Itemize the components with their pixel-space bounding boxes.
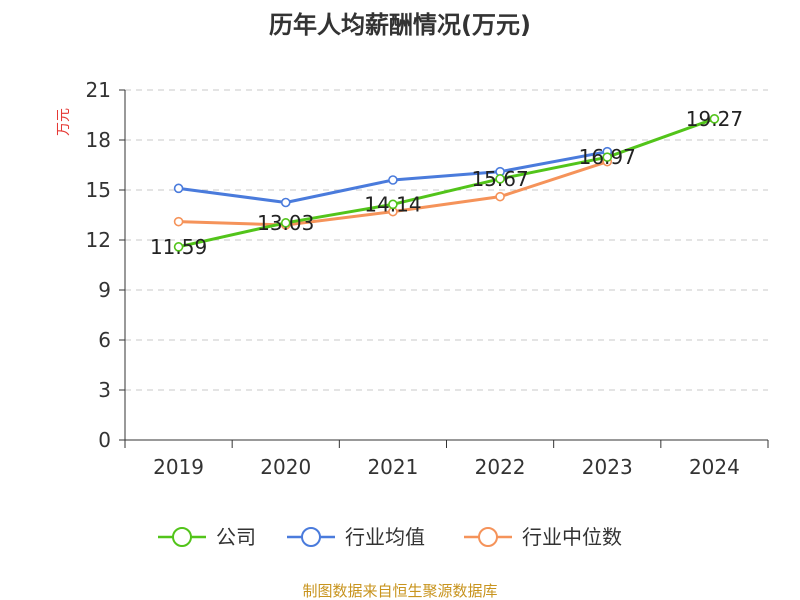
data-point[interactable] bbox=[388, 199, 398, 210]
data-point[interactable] bbox=[173, 242, 184, 252]
chart-title: 历年人均薪酬情况(万元) bbox=[269, 11, 531, 39]
legend-marker-icon bbox=[301, 527, 321, 547]
legend-item[interactable]: 行业中位数 bbox=[464, 525, 622, 549]
y-tick-label: 18 bbox=[86, 128, 111, 152]
x-tick-label: 2021 bbox=[367, 455, 418, 479]
data-label: 13.03 bbox=[257, 211, 314, 235]
y-tick-label: 9 bbox=[98, 278, 111, 302]
legend-label: 公司 bbox=[216, 525, 256, 549]
x-tick-label: 2022 bbox=[475, 455, 526, 479]
data-point[interactable] bbox=[495, 191, 505, 202]
data-point[interactable] bbox=[709, 114, 720, 124]
x-tick-label: 2023 bbox=[582, 455, 633, 479]
x-tick-label: 2020 bbox=[260, 455, 311, 479]
data-point[interactable] bbox=[173, 216, 184, 227]
y-tick-label: 12 bbox=[86, 228, 111, 252]
y-tick-label: 6 bbox=[98, 328, 111, 352]
data-point[interactable] bbox=[495, 174, 505, 184]
data-label: 11.59 bbox=[150, 235, 207, 259]
data-label: 15.67 bbox=[471, 167, 528, 191]
data-point[interactable] bbox=[280, 197, 291, 208]
data-label: 19.27 bbox=[686, 107, 743, 131]
legend-label: 行业均值 bbox=[345, 525, 425, 549]
data-point[interactable] bbox=[280, 218, 291, 228]
y-tick-label: 21 bbox=[86, 78, 111, 102]
legend-item[interactable]: 公司 bbox=[158, 525, 256, 549]
series-lines bbox=[173, 114, 720, 252]
legend[interactable]: 公司 行业均值 行业中位数 bbox=[158, 525, 622, 549]
axes: 0 3 6 9 12 15 18 21 2019 2020 2021 2022 2023 2024 bbox=[86, 78, 769, 479]
y-tick-label: 0 bbox=[98, 428, 111, 452]
x-tick-label: 2019 bbox=[153, 455, 204, 479]
data-point[interactable] bbox=[388, 175, 398, 185]
data-point[interactable] bbox=[602, 152, 613, 162]
data-labels: 11.59 13.03 14.14 15.67 16.97 19.27 bbox=[150, 107, 743, 259]
data-label: 16.97 bbox=[579, 145, 636, 169]
y-axis-unit-label: 万元 bbox=[56, 108, 72, 136]
legend-marker-icon bbox=[478, 527, 498, 547]
grid-lines bbox=[125, 89, 768, 391]
data-label: 14.14 bbox=[364, 192, 421, 216]
x-tick-label: 2024 bbox=[689, 455, 740, 479]
y-tick-label: 3 bbox=[98, 378, 111, 402]
source-note: 制图数据来自恒生聚源数据库 bbox=[302, 582, 497, 600]
series-line bbox=[177, 117, 716, 249]
data-point[interactable] bbox=[173, 183, 184, 194]
legend-item[interactable]: 行业均值 bbox=[287, 525, 425, 549]
legend-marker-icon bbox=[172, 527, 192, 547]
y-tick-label: 15 bbox=[86, 178, 111, 202]
legend-label: 行业中位数 bbox=[522, 525, 622, 549]
